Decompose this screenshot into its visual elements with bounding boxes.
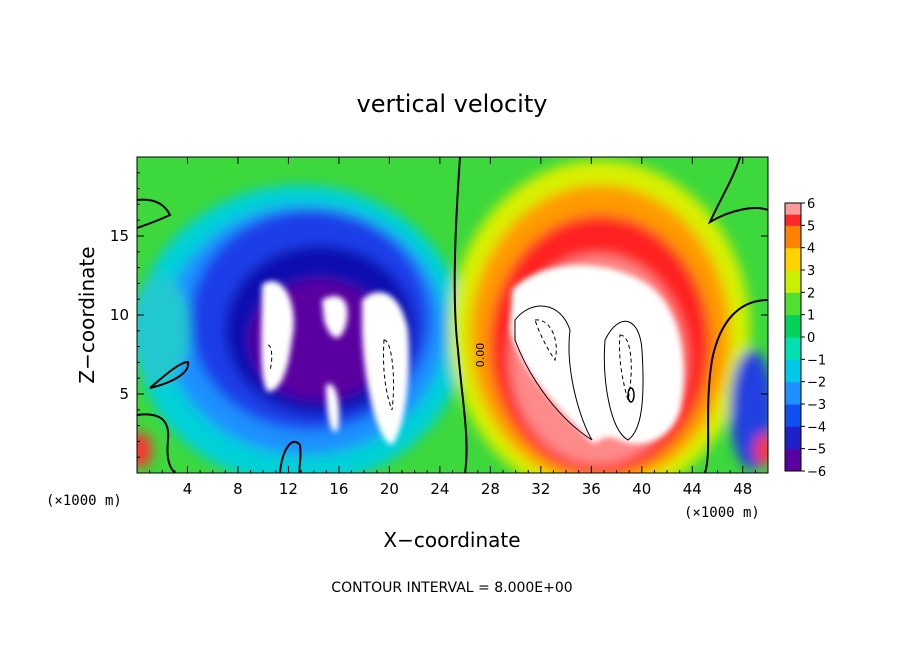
x-tick-label: 12 [279, 480, 298, 498]
downdraft-white-3 [362, 292, 410, 445]
colorbar-label: −1 [807, 353, 826, 368]
colorbar-segment [785, 359, 801, 371]
x-axis-label: X−coordinate [383, 528, 520, 552]
zero-contour-bottom-left [137, 413, 176, 473]
colorbar-segment [785, 337, 801, 349]
zero-contour-top-right [707, 157, 768, 225]
y-tick-label: 15 [110, 227, 129, 245]
zero-contour-left-edge [137, 198, 172, 229]
colorbar-segment [785, 292, 801, 304]
colorbar-segment [785, 348, 801, 360]
colorbar-label: 4 [807, 242, 815, 257]
colorbar-label: −5 [807, 443, 826, 458]
colorbar-segment [785, 314, 801, 327]
downdraft-white-2 [322, 296, 348, 338]
lower-left-warm-spot [137, 432, 152, 468]
x-tick-label: 36 [582, 480, 601, 498]
x-tick-label: 20 [380, 480, 399, 498]
y-axis-label: Z−coordinate [75, 246, 99, 383]
contour-label: 0.00 [474, 343, 487, 368]
contour-updraft-inner-right [603, 320, 644, 441]
heatmap-field [137, 157, 768, 473]
colorbar-segment [785, 214, 801, 226]
colorbar-segment [785, 448, 801, 461]
contour-interval-footer: CONTOUR INTERVAL = 8.000E+00 [331, 580, 572, 596]
x-tick-label: 48 [733, 480, 752, 498]
colorbar-segment [785, 225, 801, 237]
x-tick-label: 4 [183, 480, 193, 498]
y-tick-label: 10 [110, 306, 129, 324]
x-tick-label: 24 [430, 480, 449, 498]
colorbar-segment [785, 303, 801, 316]
colorbar-label: 2 [807, 286, 815, 301]
y-tick-label: 5 [119, 385, 129, 403]
zero-contour-updraft-left [453, 157, 468, 473]
colorbar-segment [785, 381, 801, 394]
colorbar-label: 1 [807, 309, 815, 324]
x-tick-label: 8 [233, 480, 243, 498]
colorbar-label: 6 [807, 197, 815, 212]
colorbar-segment [785, 404, 801, 416]
colorbar-segment [785, 370, 801, 383]
contour-updraft-inner [514, 305, 593, 441]
colorbar-label: 0 [807, 331, 815, 346]
dashed-contour-updraft [534, 319, 557, 362]
colorbar-segment [785, 247, 801, 260]
zero-contour-left-lobe [149, 360, 190, 389]
y-axis: 5 10 15 [110, 172, 768, 458]
zero-contour-bottom-mid [279, 440, 302, 473]
x-tick-label: 16 [329, 480, 348, 498]
colorbar-segment [785, 270, 801, 282]
colorbar-label: −3 [807, 398, 826, 413]
colorbar: 6 5 4 3 2 1 0 −1 −2 −3 −4 −5 −6 [784, 197, 826, 480]
colorbar-segment [785, 258, 801, 271]
downdraft-white-1 [261, 281, 294, 392]
colorbar-label: −4 [807, 420, 826, 435]
colorbar-segment [785, 426, 801, 438]
colorbar-label: 5 [807, 219, 815, 234]
colorbar-segment [785, 415, 801, 427]
x-tick-label: 44 [683, 480, 702, 498]
contour-lines [137, 157, 768, 473]
colorbar-label: 3 [807, 264, 815, 279]
x-unit-left: (×1000 m) [46, 493, 122, 509]
colorbar-segment [785, 459, 801, 472]
zero-contour-updraft-right [704, 299, 768, 473]
x-axis: 4 8 12 16 20 24 28 32 36 40 44 48 [149, 157, 756, 498]
x-tick-label: 28 [481, 480, 500, 498]
colorbar-label: −2 [807, 376, 826, 391]
dashed-contour-downdraft [383, 339, 395, 412]
x-tick-label: 32 [531, 480, 550, 498]
colorbar-segment [785, 203, 801, 215]
lower-right-warm-spot [755, 434, 768, 466]
chart-title: vertical velocity [357, 90, 548, 118]
downdraft-white-4 [326, 383, 340, 432]
colorbar-segment [785, 325, 801, 338]
x-unit-right: (×1000 m) [684, 505, 760, 521]
colorbar-label: −6 [807, 465, 826, 480]
x-tick-label: 40 [632, 480, 651, 498]
dashed-contour-downdraft-2 [267, 344, 273, 371]
colorbar-segment [785, 236, 801, 249]
left-cyan-lobe [137, 275, 190, 385]
colorbar-segment [785, 437, 801, 450]
colorbar-segment [785, 281, 801, 293]
updraft-white [510, 265, 684, 444]
small-contour-ring [627, 387, 635, 403]
colorbar-segment [785, 392, 801, 405]
